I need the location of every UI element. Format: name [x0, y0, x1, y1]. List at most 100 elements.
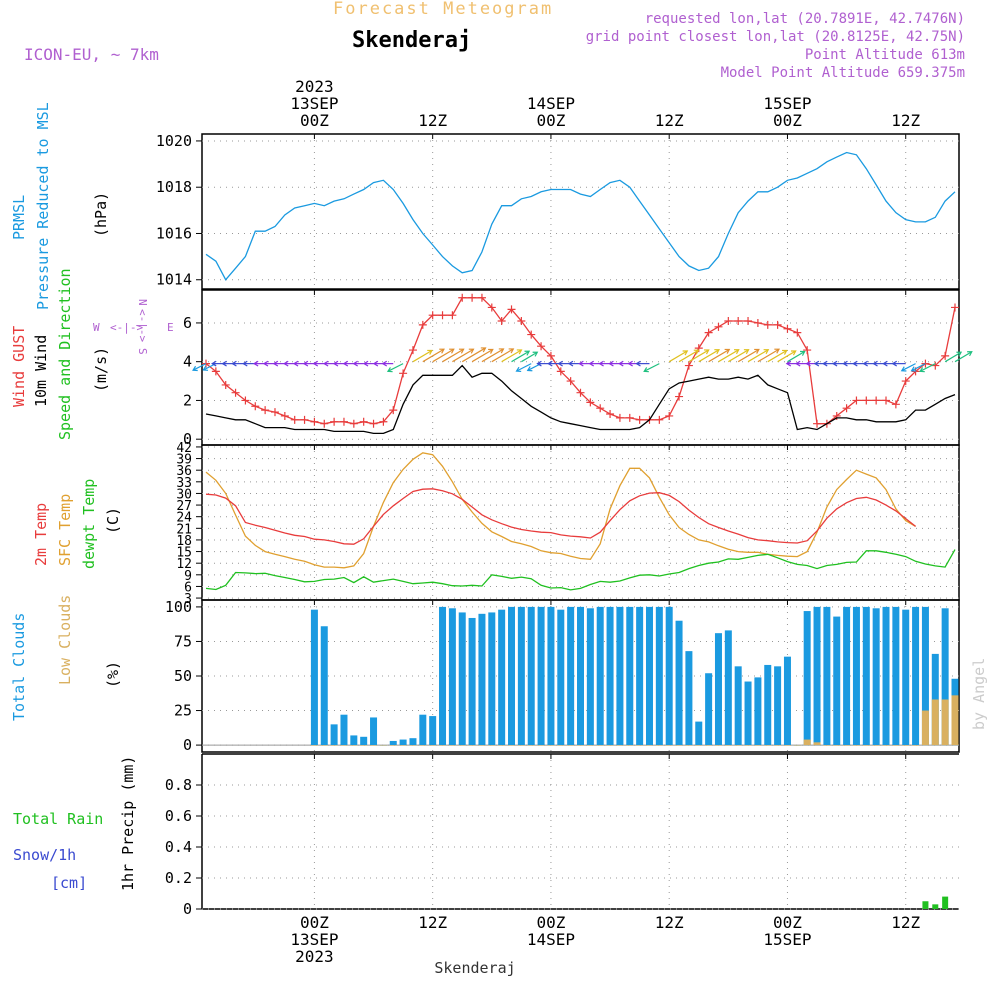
gust-marker [211, 367, 220, 376]
gust-marker [537, 342, 546, 351]
bar [508, 745, 516, 746]
bar [932, 904, 939, 909]
bar [892, 745, 900, 746]
wind-arrowhead [682, 350, 689, 356]
wind-arrow [422, 348, 445, 363]
wind-arrowhead [242, 360, 248, 367]
wind-arrow [516, 363, 532, 372]
y-tick-label: 42 [176, 441, 192, 456]
wind-arrowhead [458, 348, 465, 354]
wind-arrowhead [910, 366, 917, 372]
gust-marker [517, 317, 526, 325]
bar [439, 606, 447, 746]
bottom-time-label: 00Z [300, 913, 329, 932]
clouds-label-total: Total Clouds [10, 613, 28, 721]
bar [379, 745, 387, 746]
wind-arrowhead [202, 365, 209, 371]
wind-label-direction: Speed and Direction [56, 268, 74, 440]
wind-arrow [501, 349, 522, 363]
wind-label-gust: Wind GUST [10, 326, 28, 407]
wind-arrowhead [252, 360, 259, 367]
wind-arrowhead [785, 360, 792, 367]
bar [931, 699, 939, 746]
grid-point-coords: grid point closest lon,lat (20.8125E, 42… [586, 29, 965, 45]
y-tick-label: 100 [165, 598, 192, 616]
bottom-time-label: 00Z [773, 913, 802, 932]
y-tick-label: 0.2 [165, 869, 192, 887]
wind-arrowhead [813, 360, 820, 367]
bar [912, 745, 920, 746]
y-tick-label: 0.6 [165, 807, 192, 825]
gust-marker [418, 320, 427, 329]
bar [774, 745, 782, 746]
bar [922, 901, 929, 909]
pressure-unit: (hPa) [92, 192, 110, 237]
y-tick-label: 0 [183, 900, 192, 918]
gust-marker [596, 404, 605, 413]
bar [616, 745, 624, 746]
wind-arrowhead [272, 360, 279, 367]
bottom-time-label: 00Z [536, 913, 565, 932]
compass-east: E [167, 321, 174, 334]
bar [774, 666, 782, 746]
bar [695, 745, 703, 746]
bar [724, 745, 732, 746]
bar [606, 606, 614, 746]
gust-marker [724, 317, 733, 325]
wind-arrowhead [724, 348, 731, 354]
wind-arrowhead [372, 360, 379, 367]
bar [350, 745, 358, 746]
bar [852, 745, 860, 746]
wind-arrow [718, 349, 740, 363]
bar [754, 745, 762, 746]
wind-arrowhead [774, 348, 780, 354]
wind-arrowhead [643, 367, 649, 373]
low-clouds-bars [310, 695, 959, 746]
y-tick-label: 1016 [156, 224, 192, 242]
bottom-time-label: 12Z [418, 913, 447, 932]
bar [872, 745, 880, 746]
bar [330, 724, 338, 746]
dewpt-temp-line [205, 549, 956, 591]
bar [941, 699, 949, 746]
wind-arrowhead [342, 360, 349, 367]
bar [577, 606, 584, 746]
bar [458, 745, 466, 746]
wind-arrowhead [714, 349, 720, 355]
precip-panel: 0 0.2 0.4 0.6 0.8 Total Rain Snow/1h [cm] 1h… [13, 753, 959, 918]
gust-marker [497, 317, 506, 325]
wind-arrowhead [516, 349, 523, 355]
bar [567, 745, 575, 746]
bar [567, 606, 575, 746]
y-tick-label: 18 [176, 534, 192, 549]
compass-south: S [136, 348, 149, 355]
bar [813, 606, 821, 746]
gust-marker [744, 317, 753, 325]
wind-arrowhead [635, 360, 641, 367]
wind-arrow [668, 350, 688, 363]
wind-arrow [481, 348, 504, 363]
gust-marker [891, 400, 900, 409]
bar [517, 745, 525, 746]
wind-arrow [432, 348, 455, 363]
gust-marker [389, 406, 398, 415]
gust-marker [448, 311, 457, 320]
wind-arrowhead [588, 360, 595, 367]
location-title: Skenderaj [352, 28, 471, 53]
bar [320, 626, 328, 746]
bar [665, 745, 673, 746]
wind-panel: 0 2 4 6 Wind GUST 10m Wind Speed and Direct… [10, 268, 973, 448]
wind-arrow [737, 348, 760, 363]
wind-arrow [461, 347, 486, 363]
gust-marker [280, 411, 289, 420]
gust-marker [655, 415, 664, 424]
top-time-label: 13SEP [290, 94, 338, 113]
wind-arrow [442, 348, 464, 363]
wind-arrow [911, 363, 926, 372]
gust-marker [349, 419, 358, 428]
bar [320, 745, 328, 746]
bar [399, 745, 407, 746]
gust-marker [468, 293, 477, 302]
